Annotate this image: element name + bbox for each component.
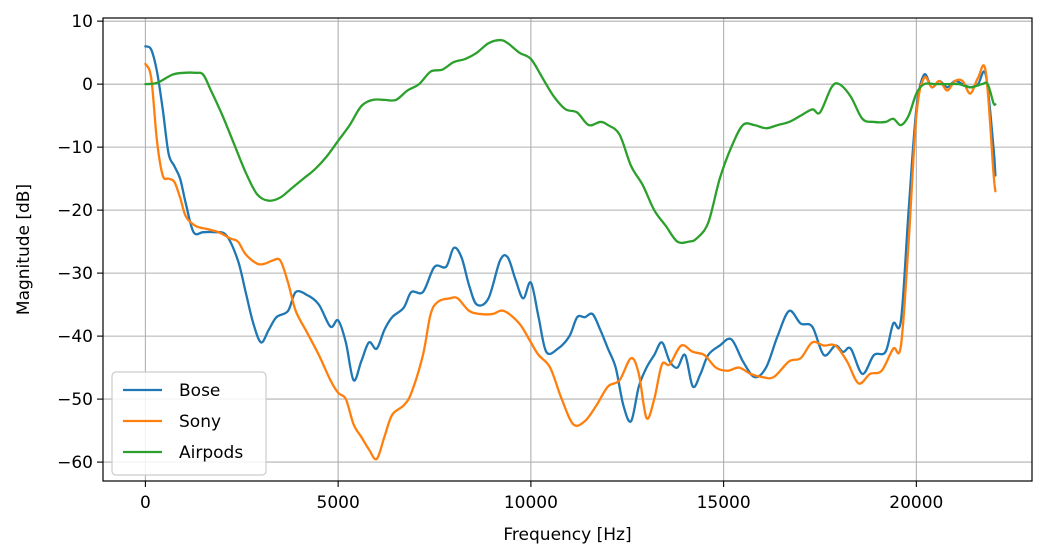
series-line-sony — [144, 62, 997, 461]
series-line-bose — [144, 45, 997, 423]
y-tick-label: −60 — [57, 453, 93, 473]
legend-label: Sony — [179, 412, 221, 432]
legend-box — [111, 371, 267, 476]
x-axis-label: Frequency [Hz] — [503, 525, 631, 545]
axis-ticks: 0 5000 10000 15000 20000 10 0 −10 −20 −30 −40 −50 −6… — [57, 12, 943, 513]
y-tick-label: −30 — [57, 264, 93, 284]
x-tick-label: 15000 — [697, 493, 751, 513]
series-lines — [144, 38, 997, 461]
plot-frame — [102, 17, 1033, 482]
x-tick-label: 20000 — [889, 493, 943, 513]
y-axis-label: Magnitude [dB] — [14, 184, 34, 315]
legend-label: Bose — [179, 381, 220, 401]
y-tick-label: −10 — [57, 138, 93, 158]
y-tick-label: −50 — [57, 390, 93, 410]
y-tick-label: −40 — [57, 327, 93, 347]
y-tick-label: 10 — [71, 12, 93, 32]
x-tick-label: 10000 — [504, 493, 558, 513]
legend: Bose Sony Airpods — [111, 371, 267, 476]
y-tick-label: 0 — [82, 75, 93, 95]
x-tick-label: 5000 — [317, 493, 360, 513]
legend-label: Airpods — [179, 443, 243, 463]
x-tick-label: 0 — [140, 493, 151, 513]
series-line-airpods — [144, 38, 997, 245]
y-tick-label: −20 — [57, 201, 93, 221]
